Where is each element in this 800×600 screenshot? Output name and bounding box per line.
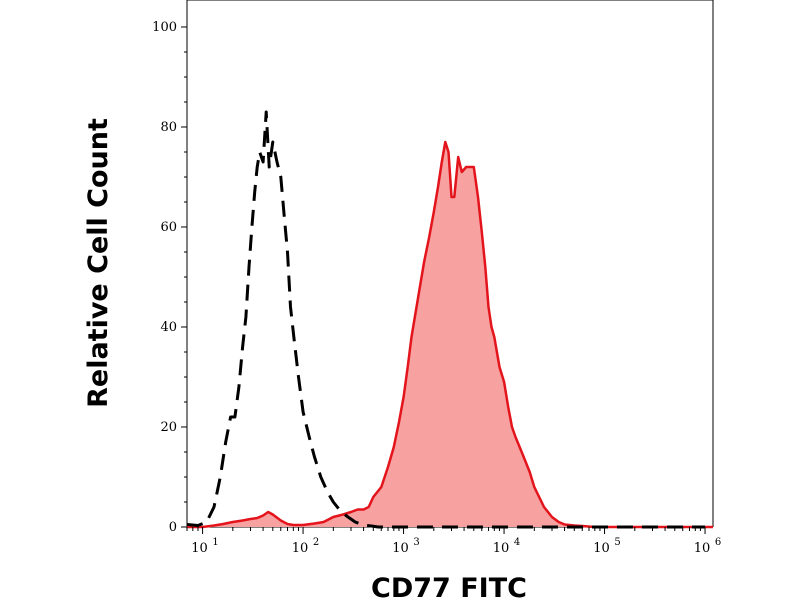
y-axis-title: Relative Cell Count: [83, 118, 114, 408]
x-tick-exponent: 1: [212, 537, 218, 548]
x-tick-exponent: 5: [614, 537, 620, 548]
x-tick-exponent: 4: [514, 537, 520, 548]
y-tick-label: 40: [160, 320, 177, 335]
x-tick-label: 10: [191, 541, 208, 556]
x-tick-label: 10: [292, 541, 309, 556]
y-tick-label: 60: [160, 220, 177, 235]
x-tick-label: 10: [493, 541, 510, 556]
x-tick-exponent: 3: [413, 537, 419, 548]
series-line-cd77-fitc: [187, 140, 713, 529]
series-layer: [186, 110, 713, 529]
y-tick-label: 0: [169, 520, 177, 535]
y-tick-label: 80: [160, 120, 177, 135]
x-axis-ticks: 10 1 10 2 10 3 10 4 10 5 10 6: [186, 527, 721, 556]
x-tick-label: 10: [392, 541, 409, 556]
series-line-isotype-control: [186, 110, 705, 529]
y-tick-label: 20: [160, 420, 177, 435]
y-tick-label: 100: [152, 20, 177, 35]
x-tick-label: 10: [593, 541, 610, 556]
x-tick-exponent: 6: [715, 537, 721, 548]
x-tick-exponent: 2: [313, 537, 319, 548]
x-tick-label: 10: [694, 541, 711, 556]
x-axis-title: CD77 FITC: [371, 573, 527, 600]
series-area-cd77-fitc: [187, 142, 713, 527]
y-axis-ticks: 0 20 40 60 80 100: [152, 20, 187, 535]
